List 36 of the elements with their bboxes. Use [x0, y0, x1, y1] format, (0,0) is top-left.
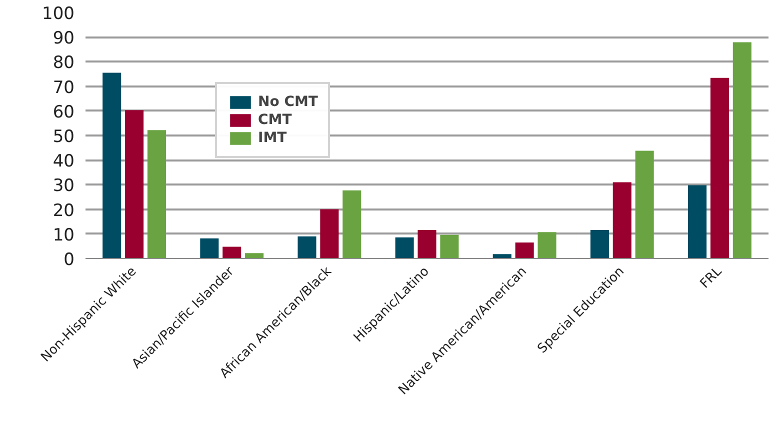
bar [342, 190, 362, 258]
bar [102, 72, 122, 258]
y-tick-label: 10 [52, 225, 75, 246]
y-tick-label: 50 [52, 127, 75, 147]
bar [418, 230, 436, 258]
y-tick-label: 40 [52, 152, 75, 172]
legend-label: IMT [258, 130, 287, 146]
bar [245, 253, 264, 258]
y-tick-label: 0 [64, 250, 75, 270]
y-tick-label: 100 [42, 4, 75, 24]
bar [440, 234, 459, 258]
bar [635, 150, 654, 258]
bar [200, 238, 219, 258]
bar [125, 110, 144, 258]
bar [538, 232, 556, 258]
y-tick-label: 80 [52, 53, 75, 74]
bar [395, 237, 414, 258]
bar [688, 185, 707, 258]
bar [320, 209, 339, 258]
bar [492, 254, 512, 258]
y-tick-label: 60 [52, 102, 75, 122]
bar [710, 78, 729, 258]
bar [515, 242, 534, 258]
y-tick-label: 30 [52, 176, 75, 196]
bar [147, 130, 166, 258]
x-tick-label: FRL [698, 264, 726, 292]
y-tick-label: 70 [52, 78, 75, 98]
y-tick-label: 90 [52, 28, 75, 49]
bar [590, 230, 609, 258]
bar [298, 236, 316, 258]
bar [612, 182, 632, 258]
bar [222, 246, 242, 258]
bar [732, 42, 752, 258]
legend-label: CMT [258, 112, 292, 128]
legend-label: No CMT [258, 94, 318, 110]
y-tick-label: 20 [52, 200, 75, 221]
